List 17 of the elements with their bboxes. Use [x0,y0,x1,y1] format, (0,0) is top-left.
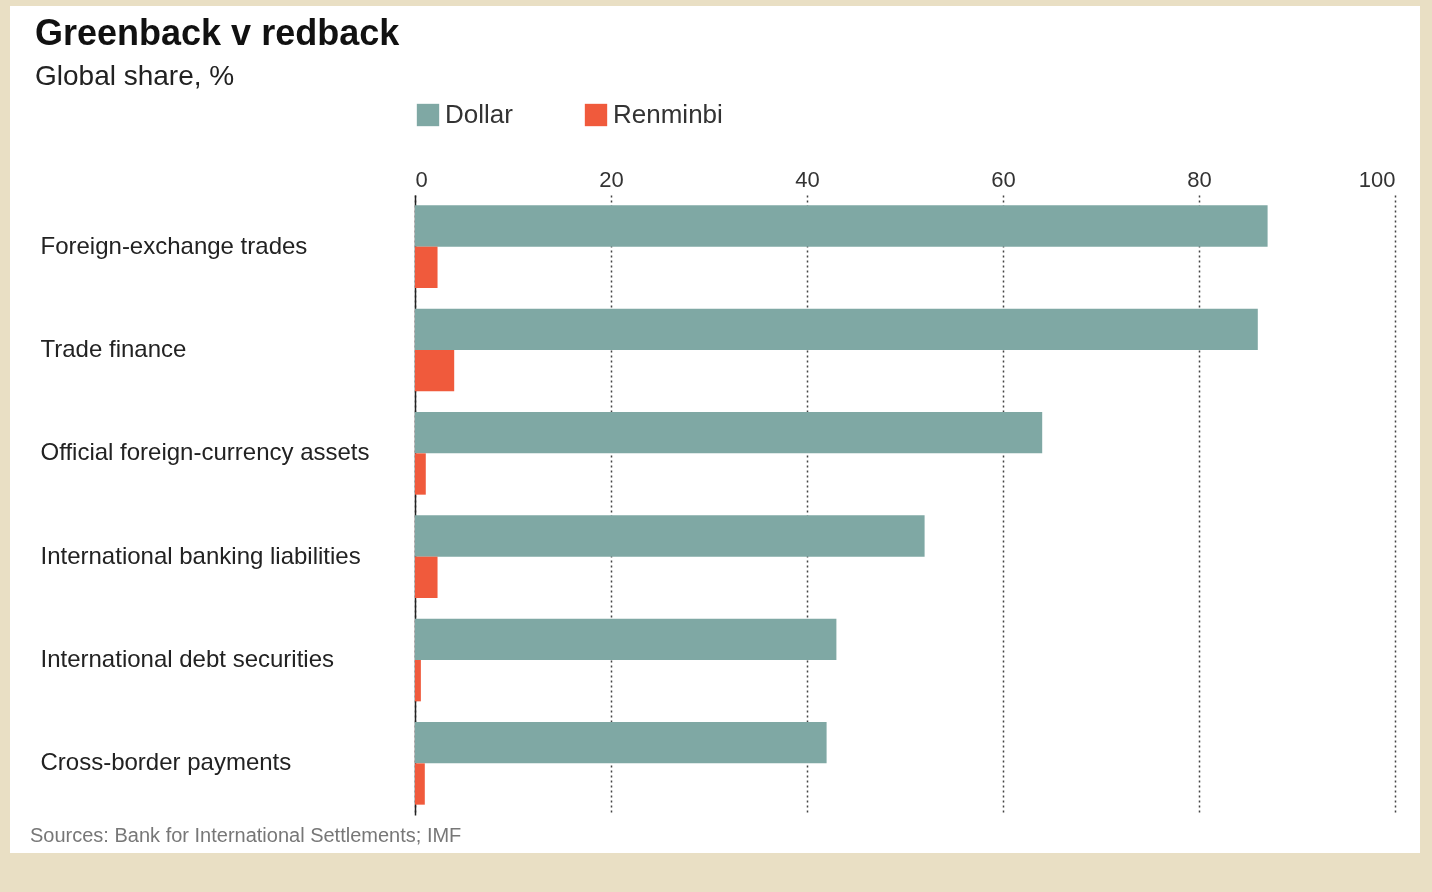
source-note: Sources: Bank for International Settlements; IMF [30,824,463,847]
x-tick-label: 80 [1187,166,1212,192]
y-tick-label: Trade finance [40,335,187,362]
y-tick-label: Cross-border payments [40,748,292,776]
x-tick-label: 100 [1358,166,1396,192]
x-tick-label: 60 [991,166,1016,192]
y-tick-label: International debt securities [40,645,335,672]
y-tick-label: Foreign-exchange trades [40,231,308,259]
y-tick-label: International banking liabilities [40,541,361,569]
chart-title: Greenback v redback [35,12,401,53]
x-tick-label: 20 [599,166,624,192]
x-tick-label: 40 [795,166,820,192]
y-tick-label: Official foreign-currency assets [40,438,370,466]
legend-label: Renminbi [613,99,723,129]
legend-label: Dollar [445,99,514,129]
x-tick-label: 0 [415,166,428,192]
text: Global share, % [35,60,235,91]
